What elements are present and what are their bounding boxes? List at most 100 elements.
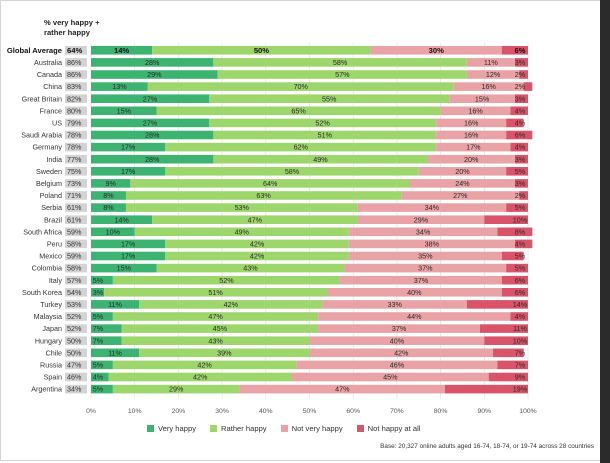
happy-total-germany: 78% xyxy=(67,143,82,152)
happy-total-poland: 71% xyxy=(67,191,82,200)
happy-total-turkey: 53% xyxy=(67,300,82,309)
bar-not-happy-at-all-peru xyxy=(514,239,533,249)
data-label-very-happy-japan: 7% xyxy=(93,324,104,333)
bar-not-very-happy-malaysia xyxy=(318,312,511,321)
category-label-belgium: Belgium xyxy=(36,179,62,188)
bar-not-happy-at-all-australia xyxy=(514,58,528,67)
bar-rather-happy-argentina xyxy=(112,384,240,394)
data-label-not-very-happy-serbia: 34% xyxy=(425,203,440,212)
happy-total-box-sweden xyxy=(65,167,87,176)
bar-rather-happy-south-africa xyxy=(134,227,349,237)
bar-not-very-happy-canada xyxy=(466,70,520,79)
data-label-not-happy-at-all-france: 4% xyxy=(515,106,526,115)
data-label-not-very-happy-sweden: 20% xyxy=(455,167,470,176)
bar-rather-happy-china xyxy=(147,82,454,91)
happy-total-box-germany xyxy=(65,142,87,152)
category-label-serbia: Serbia xyxy=(41,203,62,212)
legend-label-very-happy: Very happy xyxy=(158,424,196,433)
data-label-not-very-happy-brazil: 29% xyxy=(414,215,429,224)
bar-rather-happy-serbia xyxy=(125,203,358,212)
bar-very-happy-russia xyxy=(91,360,113,370)
data-label-rather-happy-germany: 62% xyxy=(294,143,309,152)
bar-very-happy-great-britain xyxy=(91,94,209,103)
data-label-not-happy-at-all-poland: 2% xyxy=(515,191,526,200)
bar-rather-happy-canada xyxy=(217,70,467,79)
happy-total-box-russia xyxy=(65,360,87,370)
bar-rather-happy-sweden xyxy=(165,167,419,176)
category-label-global-average: Global Average xyxy=(7,46,62,55)
data-label-rather-happy-great-britain: 55% xyxy=(322,94,337,103)
category-label-china: China xyxy=(43,82,62,91)
data-label-rather-happy-serbia: 53% xyxy=(235,203,250,212)
bar-very-happy-india xyxy=(91,154,214,164)
category-label-mexico: Mexico xyxy=(39,252,62,261)
bar-not-very-happy-saudi-arabia xyxy=(436,130,507,140)
category-label-poland: Poland xyxy=(40,191,62,200)
bar-not-very-happy-south-korea xyxy=(326,288,502,297)
bar-very-happy-poland xyxy=(91,191,126,200)
legend-label-not-happy-at-all: Not happy at all xyxy=(367,424,421,433)
bar-very-happy-france xyxy=(91,106,157,116)
bar-not-very-happy-russia xyxy=(296,360,498,370)
happy-total-mexico: 59% xyxy=(67,252,82,261)
data-label-very-happy-turkey: 11% xyxy=(108,300,122,309)
bar-rather-happy-russia xyxy=(112,360,297,370)
data-label-very-happy-canada: 29% xyxy=(147,70,162,79)
bar-very-happy-germany xyxy=(91,142,166,152)
happy-total-box-argentina xyxy=(65,384,87,394)
data-label-rather-happy-global-average: 50% xyxy=(254,46,269,55)
bar-rather-happy-us xyxy=(208,118,437,128)
happy-total-global-average: 64% xyxy=(67,46,82,55)
data-label-not-very-happy-spain: 45% xyxy=(383,373,398,382)
bar-not-happy-at-all-russia xyxy=(497,360,528,370)
category-label-us: US xyxy=(52,119,62,128)
happy-total-box-mexico xyxy=(65,251,87,261)
legend-item-not-very-happy: Not very happy xyxy=(280,424,343,433)
bar-not-happy-at-all-malaysia xyxy=(510,312,528,321)
x-tick-label-20: 20% xyxy=(172,408,186,415)
data-label-very-happy-great-britain: 27% xyxy=(143,94,158,103)
category-label-sweden: Sweden xyxy=(36,167,62,176)
data-label-not-very-happy-canada: 12% xyxy=(486,70,501,79)
x-tick-label-40: 40% xyxy=(259,408,273,415)
bar-not-happy-at-all-india xyxy=(514,154,528,164)
bar-rather-happy-india xyxy=(213,154,428,164)
data-label-rather-happy-colombia: 43% xyxy=(243,264,258,273)
category-label-japan: Japan xyxy=(42,324,62,333)
bar-not-very-happy-india xyxy=(427,154,515,164)
data-label-rather-happy-spain: 42% xyxy=(193,373,208,382)
category-label-brazil: Brazil xyxy=(44,215,62,224)
data-label-very-happy-malaysia: 5% xyxy=(93,312,104,321)
bar-rather-happy-australia xyxy=(213,58,467,67)
data-label-not-very-happy-poland: 27% xyxy=(453,191,468,200)
data-label-rather-happy-china: 70% xyxy=(294,82,309,91)
x-tick-label-100: 100% xyxy=(519,408,536,415)
data-label-very-happy-colombia: 15% xyxy=(117,264,132,273)
data-label-very-happy-saudi-arabia: 28% xyxy=(145,131,160,140)
happy-total-italy: 57% xyxy=(67,276,82,285)
bar-not-happy-at-all-hungary xyxy=(484,336,528,345)
happy-total-box-colombia xyxy=(65,263,87,273)
bar-not-happy-at-all-us xyxy=(506,118,524,128)
data-label-not-happy-at-all-brazil: 10% xyxy=(513,215,528,224)
happy-total-header: % very happy + rather happy xyxy=(44,18,100,38)
bar-not-very-happy-us xyxy=(436,118,507,128)
bar-not-happy-at-all-south-africa xyxy=(497,227,533,237)
bar-rather-happy-south-korea xyxy=(104,288,327,297)
data-label-not-happy-at-all-germany: 4% xyxy=(515,143,526,152)
bar-very-happy-canada xyxy=(91,70,218,79)
data-label-not-happy-at-all-mexico: 5% xyxy=(515,252,526,261)
happy-total-malaysia: 52% xyxy=(67,312,82,321)
category-label-russia: Russia xyxy=(40,361,62,370)
data-label-not-happy-at-all-canada: 2% xyxy=(515,70,526,79)
bar-not-happy-at-all-serbia xyxy=(506,203,528,212)
happy-total-india: 77% xyxy=(67,155,82,164)
happy-total-box-spain xyxy=(65,372,87,382)
bar-very-happy-south-africa xyxy=(91,227,135,237)
happy-total-colombia: 58% xyxy=(67,264,82,273)
data-label-not-very-happy-south-africa: 34% xyxy=(416,227,431,236)
bar-very-happy-brazil xyxy=(91,215,153,224)
bar-not-very-happy-germany xyxy=(436,142,511,152)
data-label-very-happy-china: 13% xyxy=(112,82,127,91)
bar-not-very-happy-brazil xyxy=(357,215,485,224)
